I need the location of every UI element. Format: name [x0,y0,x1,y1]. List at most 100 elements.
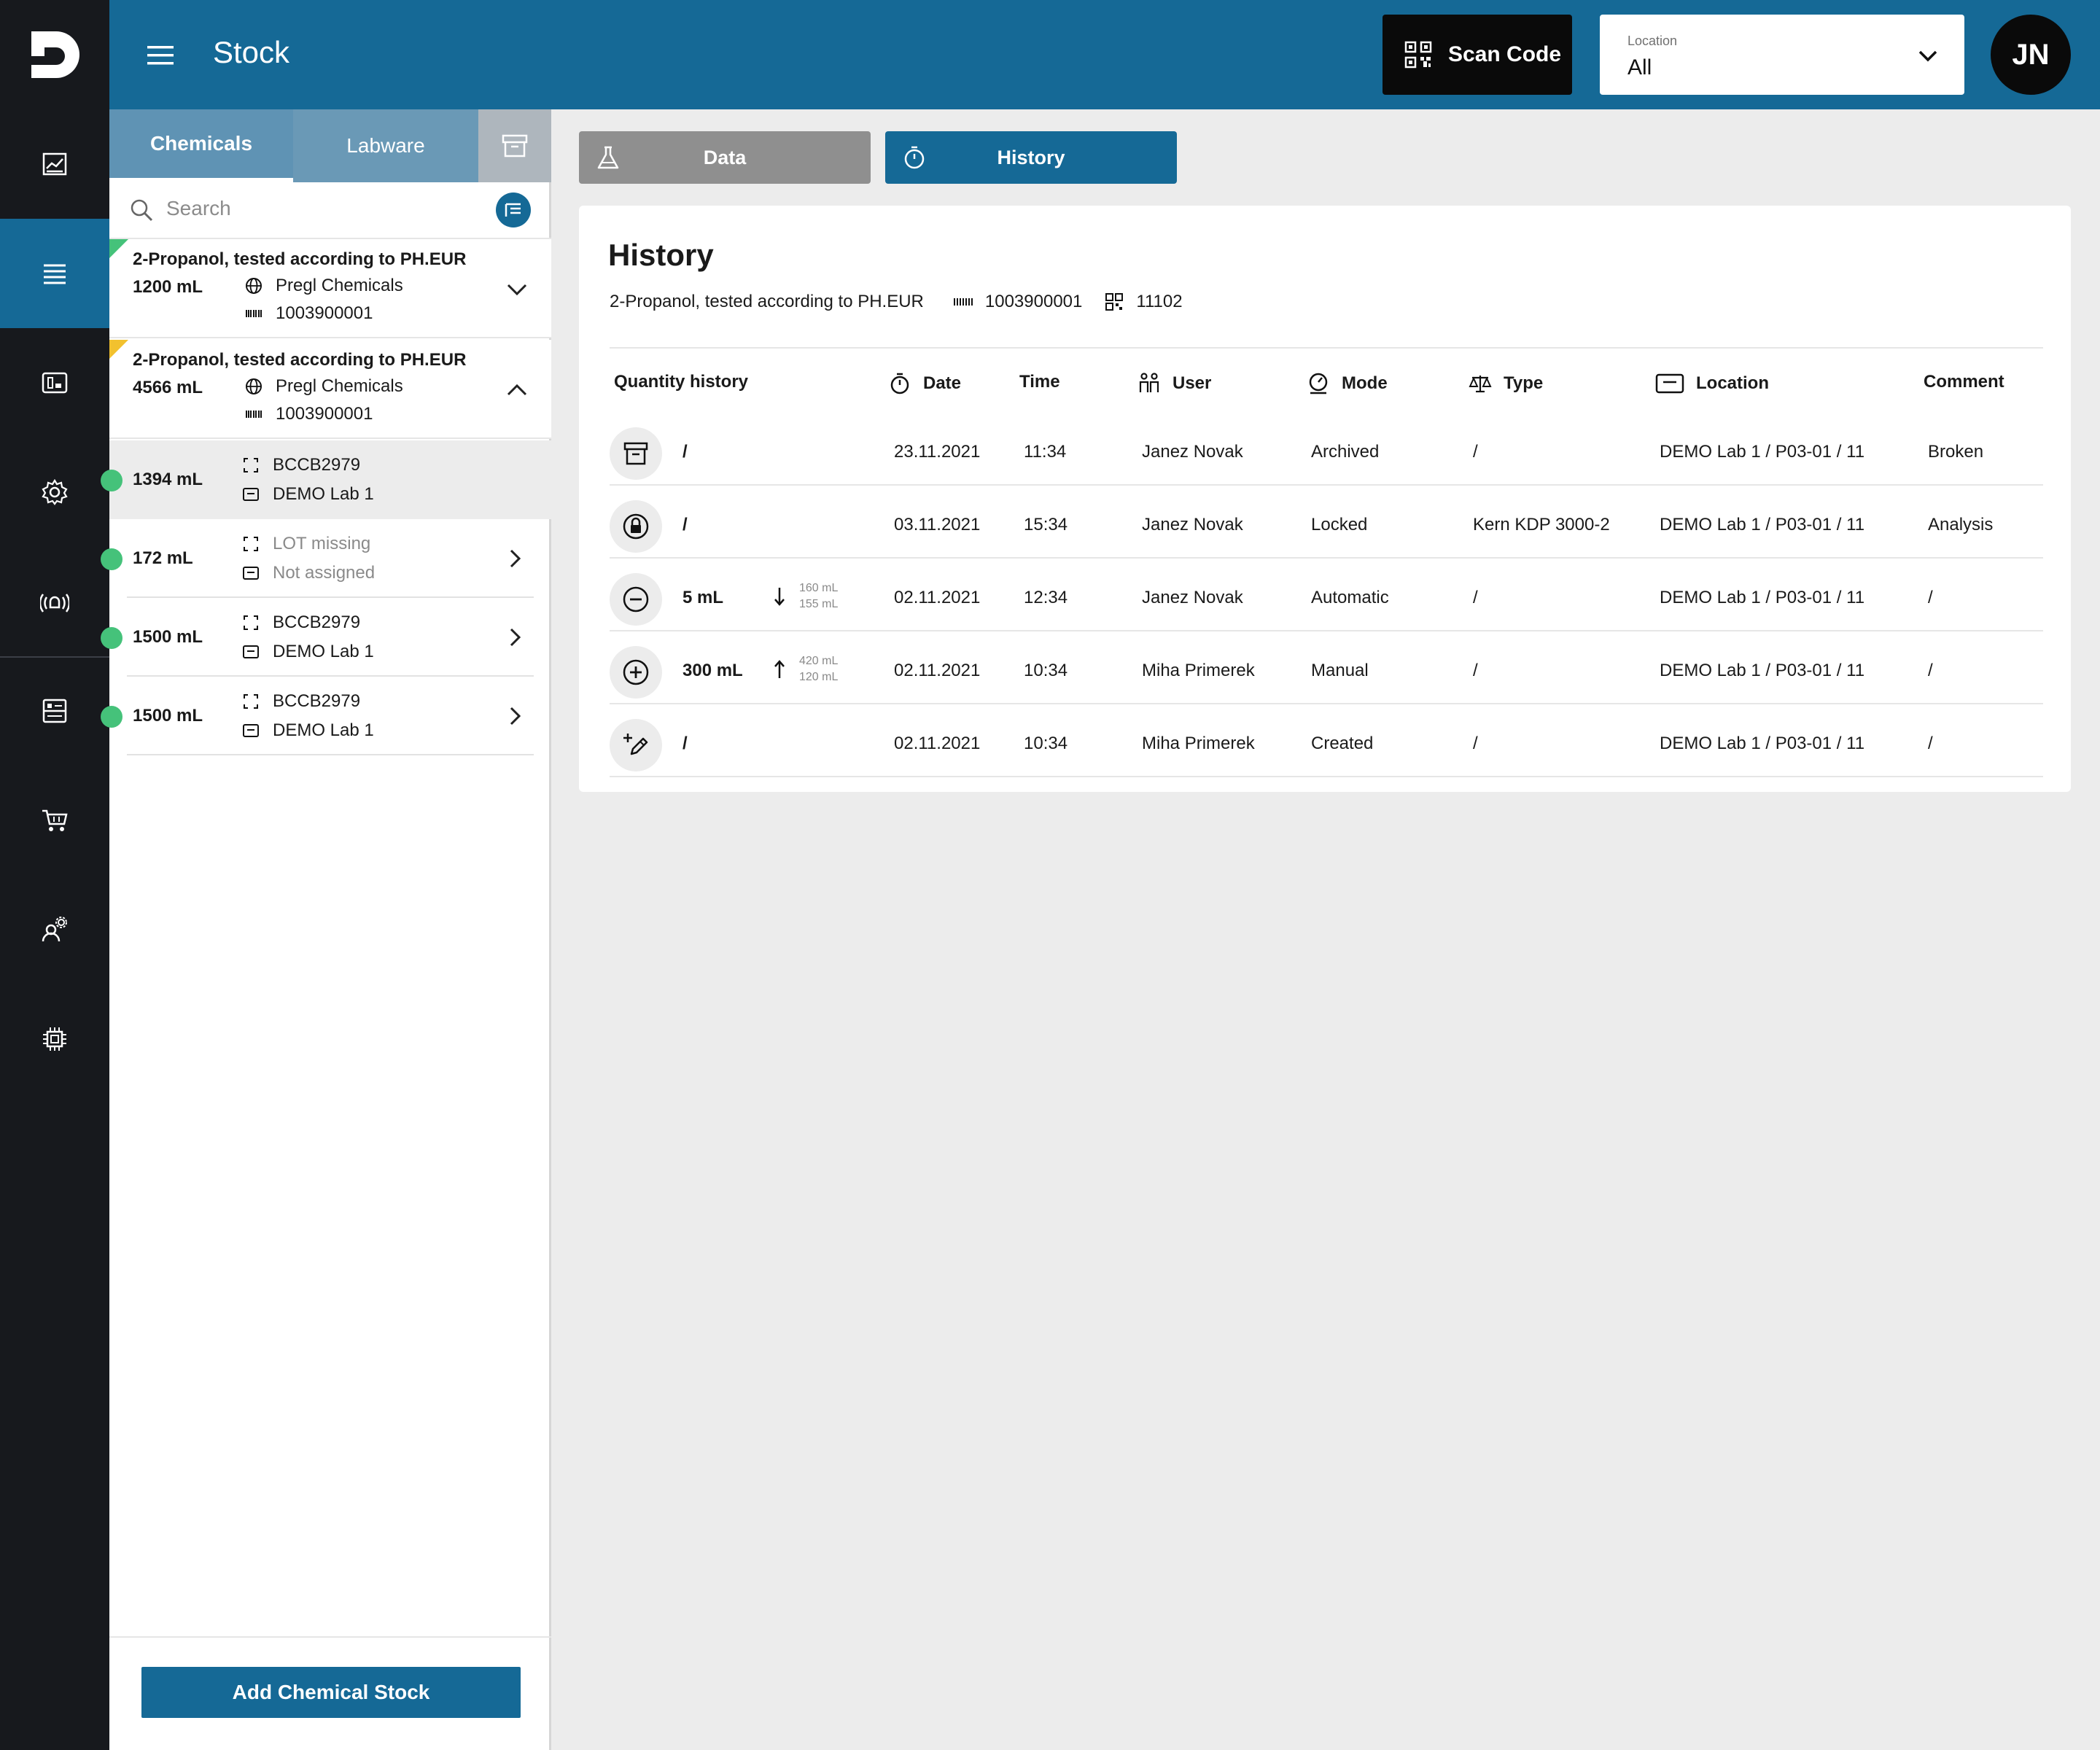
quantity-change: 5 mL [682,588,724,607]
location-box-icon [243,645,259,658]
category-tabs: Chemicals Labware [109,109,551,182]
code-row: 1003900001 [245,404,373,424]
chevron-right-icon[interactable] [503,626,526,649]
product-code: 1003900001 [276,404,373,424]
product-name: 2-Propanol, tested according to PH.EUR [610,292,924,311]
app-logo[interactable] [0,0,109,109]
col-type: Type [1469,372,1543,395]
item-location: DEMO Lab 1 [273,642,374,661]
scan-code-button[interactable]: Scan Code [1382,15,1572,95]
chemical-group[interactable]: 2-Propanol, tested according to PH.EUR 1… [109,239,551,338]
chip-icon [43,1027,66,1051]
stock-item[interactable]: 1394 mL BCCB2979 DEMO Lab 1 [101,440,551,519]
nav-sensors[interactable] [0,547,109,656]
tab-history[interactable]: History [885,131,1177,184]
add-chemical-stock-button[interactable]: Add Chemical Stock [141,1667,521,1718]
location-label: Location [1628,34,1678,48]
location-row: DEMO Lab 1 [242,484,374,505]
location-box-icon [243,724,259,737]
col-label: Location [1696,373,1769,393]
arrow-up-icon [774,660,785,678]
chevron-up-icon[interactable] [505,378,529,402]
event-icon-badge [610,719,662,771]
status-flag [109,340,128,359]
nav-user-settings[interactable] [0,875,109,984]
search-input[interactable]: Search [166,197,231,219]
cell-user: Janez Novak [1142,515,1243,534]
history-card: History 2-Propanol, tested according to … [579,206,2071,792]
event-icon-badge [610,573,662,626]
vendor-row: Pregl Chemicals [245,276,403,296]
barcode-icon [953,298,973,306]
divider [127,596,534,598]
stock-item[interactable]: 172 mL LOT missing Not assigned [101,519,551,598]
nav-devices[interactable] [0,328,109,438]
filter-icon [505,203,521,217]
cell-user: Miha Primerek [1142,734,1255,753]
filter-button[interactable] [496,192,531,228]
archive-button[interactable] [478,109,551,182]
tab-data[interactable]: Data [579,131,871,184]
create-pen-icon [623,734,648,755]
chevron-down-icon[interactable] [505,277,529,302]
col-location: Location [1655,372,1769,395]
status-dot [101,470,122,491]
item-location: DEMO Lab 1 [273,720,374,740]
nav-orders[interactable] [0,766,109,875]
cell-mode: Created [1311,734,1374,753]
gauge-icon [1309,373,1328,394]
location-box-icon [243,567,259,580]
device-icon [42,372,68,394]
lot-number: LOT missing [273,534,371,553]
barcode-icon [246,310,262,317]
group-quantity: 1200 mL [133,277,203,297]
id-meta: 11102 [1104,292,1183,312]
lot-row: LOT missing [242,534,370,554]
location-box-icon [243,488,259,501]
col-label: Type [1504,373,1544,393]
cell-time: 10:34 [1024,734,1068,753]
scan-frame-icon [244,537,258,551]
chevron-right-icon[interactable] [503,704,526,728]
tab-data-label: Data [703,146,747,168]
arrow-down-icon [774,588,785,606]
chevron-right-icon[interactable] [503,547,526,570]
globe-icon [246,278,262,294]
icon-rail [0,0,109,1750]
settings-gear-icon [42,478,68,505]
cell-type: Kern KDP 3000-2 [1473,515,1610,534]
quantity-before: 420 mL [799,655,839,667]
quantity-after: 155 mL [799,598,839,610]
barcode-icon [246,411,262,418]
nav-dashboard[interactable] [0,109,109,219]
nav-hardware[interactable] [0,984,109,1094]
item-location: DEMO Lab 1 [273,484,374,504]
quantity-change: / [682,515,688,534]
tab-chemicals[interactable]: Chemicals [109,109,293,182]
menu-button[interactable] [143,38,178,73]
stock-item[interactable]: 1500 mL BCCB2979 DEMO Lab 1 [101,598,551,677]
user-avatar[interactable]: JN [1991,15,2071,95]
nav-stock[interactable] [0,219,109,328]
cell-date: 23.11.2021 [894,442,981,462]
nav-settings[interactable] [0,438,109,547]
location-select[interactable]: Location All [1600,15,1964,95]
quantity-after: 120 mL [799,671,839,683]
code-row: 1003900001 [245,303,373,324]
tab-labware[interactable]: Labware [346,134,425,157]
nav-reports[interactable] [0,656,109,766]
lot-row: BCCB2979 [242,691,360,712]
quantity-delta: 160 mL 155 mL [771,580,838,612]
top-bar: Stock Scan Code Location All JN [109,0,2100,109]
history-meta: 2-Propanol, tested according to PH.EUR 1… [610,292,1183,312]
item-quantity: 1500 mL [133,706,203,726]
report-icon [42,699,67,723]
chemical-group[interactable]: 2-Propanol, tested according to PH.EUR 4… [109,340,551,439]
cell-comment: Broken [1928,442,1984,462]
col-comment: Comment [1924,372,2004,392]
status-dot [101,706,122,728]
qr-code-icon [1404,41,1432,69]
id-value: 11102 [1136,292,1183,311]
quantity-before-after: 160 mL 155 mL [799,580,838,612]
stock-item[interactable]: 1500 mL BCCB2979 DEMO Lab 1 [101,677,551,755]
